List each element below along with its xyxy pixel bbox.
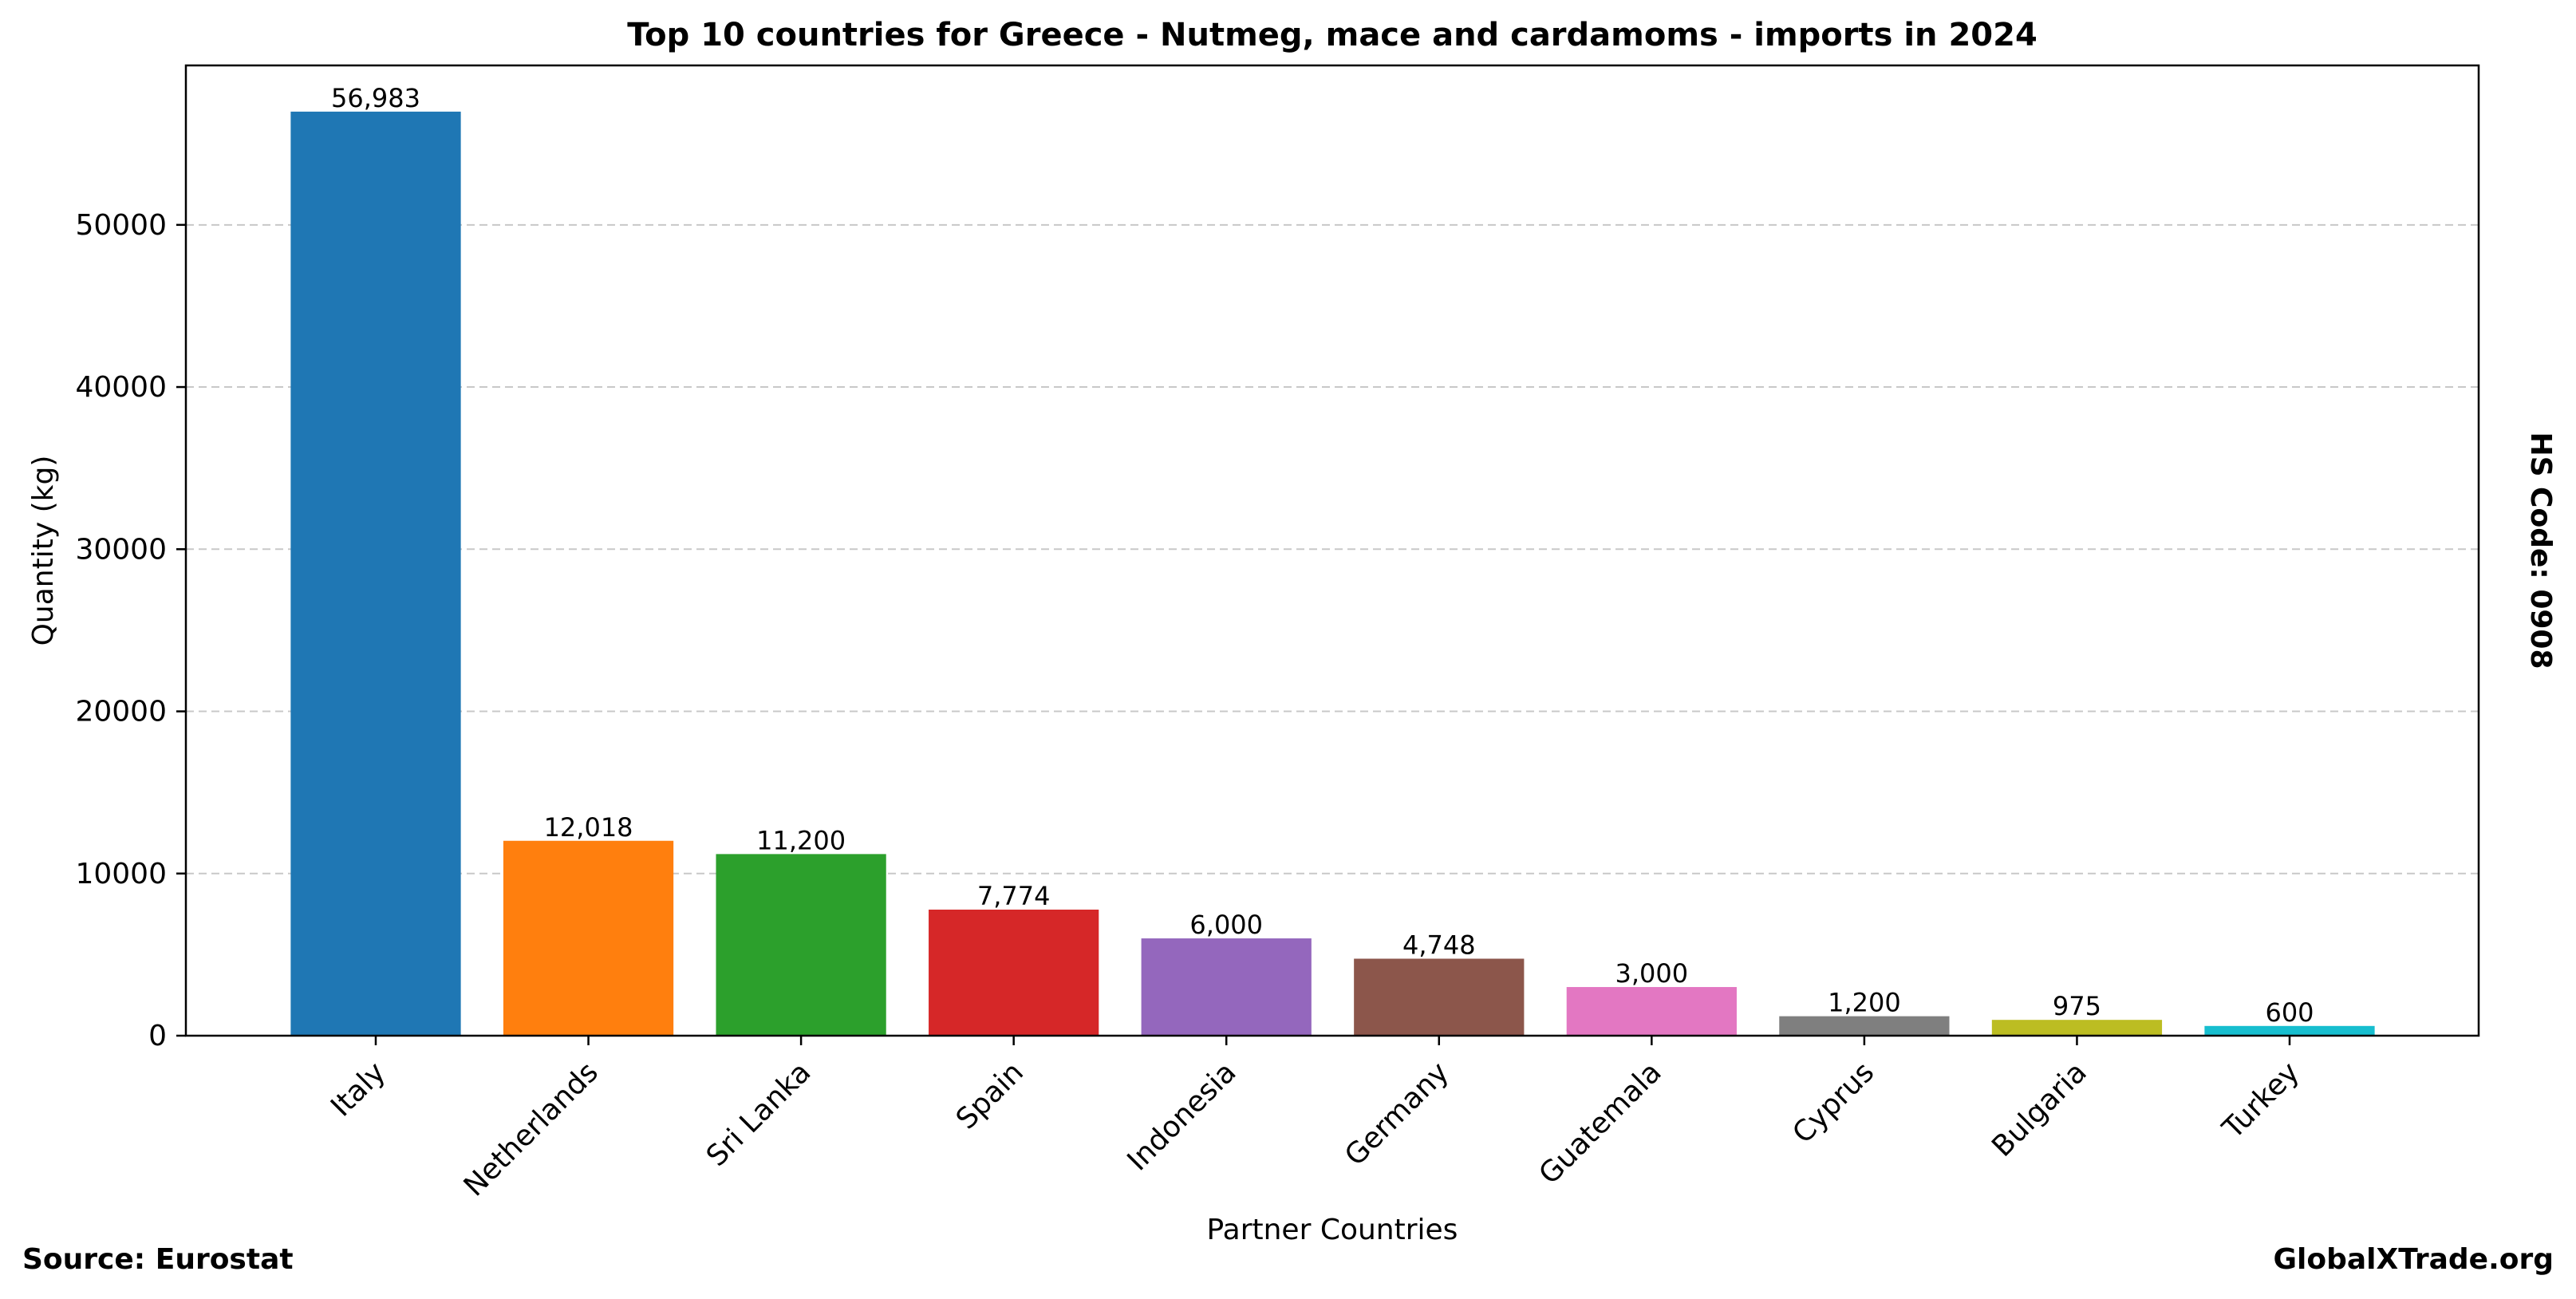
grid-lines — [186, 223, 2479, 875]
bar-value-label: 6,000 — [1189, 910, 1263, 940]
bar-spain — [929, 910, 1099, 1036]
bar-value-label: 7,774 — [977, 881, 1051, 911]
bar-value-label: 4,748 — [1402, 930, 1476, 961]
hs-code-label: HS Code: 0908 — [2524, 432, 2557, 669]
bar-value-label: 975 — [2053, 991, 2101, 1021]
x-tick-label: Indonesia — [1121, 1056, 1242, 1177]
y-tick-label: 0 — [148, 1020, 167, 1052]
bar-value-label: 12,018 — [544, 812, 633, 843]
x-tick-label: Netherlands — [458, 1056, 605, 1202]
bar-value-labels: 56,983 12,018 11,200 7,774 6,000 4,748 3,000 1,… — [331, 83, 2314, 1028]
bar-value-label: 600 — [2265, 997, 2314, 1028]
x-tick-label: Bulgaria — [1986, 1056, 2093, 1163]
plot-frame — [184, 64, 2480, 1037]
bar-germany — [1354, 958, 1525, 1036]
y-tick-label: 50000 — [75, 209, 167, 242]
source-label: Source: Eurostat — [22, 1243, 294, 1276]
bar-value-label: 56,983 — [331, 83, 420, 113]
bar-value-label: 3,000 — [1615, 958, 1689, 989]
y-axis-ticks: 0 10000 20000 30000 40000 50000 — [75, 209, 186, 1052]
chart-title: Top 10 countries for Greece - Nutmeg, ma… — [627, 17, 2038, 53]
bars — [290, 111, 2375, 1036]
bar-value-label: 11,200 — [756, 825, 846, 855]
x-axis-label: Partner Countries — [1207, 1214, 1458, 1246]
bar-sri-lanka — [716, 854, 886, 1036]
x-tick-label: Sri Lanka — [700, 1056, 818, 1173]
bar-netherlands — [503, 840, 674, 1036]
bar-cyprus — [1779, 1016, 1950, 1036]
y-tick-label: 30000 — [75, 533, 167, 566]
y-tick-label: 20000 — [75, 696, 167, 728]
bar-turkey — [2204, 1025, 2375, 1036]
x-tick-label: Turkey — [2216, 1056, 2306, 1146]
bar-indonesia — [1141, 938, 1312, 1036]
x-tick-label: Spain — [950, 1056, 1030, 1135]
y-tick-label: 40000 — [75, 371, 167, 404]
x-axis-ticks: Italy Netherlands Sri Lanka Spain Indonesia G… — [325, 1036, 2306, 1203]
bar-value-label: 1,200 — [1828, 988, 1901, 1018]
bar-italy — [290, 111, 461, 1036]
bar-guatemala — [1566, 987, 1737, 1036]
y-axis-label: Quantity (kg) — [27, 456, 60, 646]
bar-bulgaria — [1991, 1020, 2163, 1036]
x-tick-label: Italy — [325, 1056, 392, 1123]
site-label: GlobalXTrade.org — [2273, 1243, 2554, 1276]
y-tick-label: 10000 — [75, 858, 167, 890]
x-tick-label: Guatemala — [1533, 1056, 1668, 1190]
x-tick-label: Cyprus — [1786, 1056, 1880, 1150]
x-tick-label: Germany — [1339, 1056, 1455, 1172]
